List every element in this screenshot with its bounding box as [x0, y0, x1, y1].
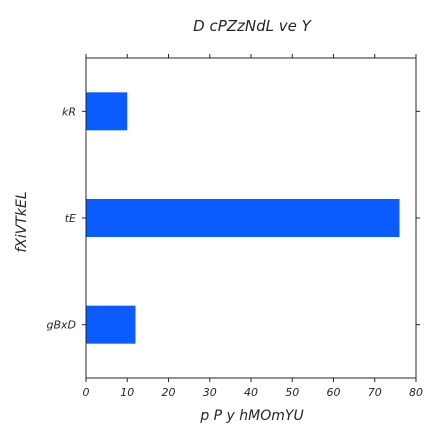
x-tick-label: 20: [162, 386, 176, 399]
x-tick-label: 40: [244, 386, 258, 399]
bar-gBxD: [86, 305, 136, 344]
plot-area: kR tE gBxD 0 10 20 30 40 50 60 70 80: [46, 54, 423, 399]
y-tick-label: gBxD: [46, 319, 76, 332]
x-tick-label: 70: [368, 386, 382, 399]
x-tick-label: 30: [203, 386, 217, 399]
x-tick-label: 10: [120, 386, 134, 399]
x-axis-label: p P y hMOmYU: [199, 408, 303, 424]
plot-frame: [85, 57, 417, 379]
x-tick-label: 60: [327, 386, 341, 399]
bar-tE: [86, 199, 400, 237]
x-tick-label: 80: [409, 386, 423, 399]
y-axis-label: fXiVTkEL: [14, 191, 30, 252]
y-tick-label: kR: [62, 105, 76, 118]
y-tick-label: tE: [65, 212, 76, 225]
x-tick-label: 50: [285, 386, 299, 399]
chart-title: D cPZzNdL ve Y: [193, 17, 313, 35]
x-tick-label: 0: [83, 386, 90, 399]
bar-kR: [86, 92, 128, 131]
